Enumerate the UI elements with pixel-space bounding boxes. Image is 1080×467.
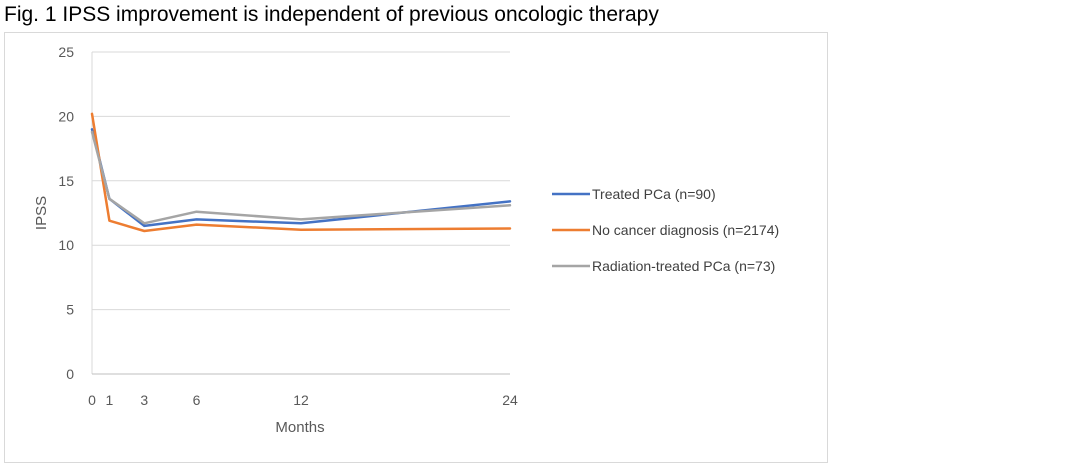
legend-label-2: No cancer diagnosis (n=2174) (592, 222, 779, 238)
series-line-2 (90, 112, 512, 233)
x-tick-label: 24 (502, 392, 518, 408)
y-tick-label: 5 (66, 302, 74, 318)
legend: Treated PCa (n=90) No cancer diagnosis (n… (552, 186, 779, 274)
y-tick-label: 20 (58, 108, 74, 124)
x-tick-label: 3 (140, 392, 148, 408)
legend-label-3: Radiation-treated PCa (n=73) (592, 258, 775, 274)
x-tick-label: 0 (88, 392, 96, 408)
x-tick-label: 6 (193, 392, 201, 408)
chart-frame (4, 32, 828, 463)
figure-title: Fig. 1 IPSS improvement is independent o… (4, 3, 659, 26)
x-tick-label: 12 (293, 392, 309, 408)
gridlines (92, 51, 510, 311)
series-line-3 (90, 130, 512, 225)
y-axis-title: IPSS (33, 196, 50, 230)
y-tick-labels: 0 5 10 15 20 25 (58, 44, 74, 382)
y-tick-label: 15 (58, 173, 74, 189)
series-line-1 (90, 128, 512, 228)
x-axis-title: Months (275, 419, 324, 436)
y-tick-label: 0 (66, 366, 74, 382)
y-tick-label: 10 (58, 237, 74, 253)
axes (91, 52, 510, 375)
series-lines (90, 112, 512, 233)
legend-label-1: Treated PCa (n=90) (592, 186, 716, 202)
y-tick-label: 25 (58, 44, 74, 60)
x-tick-labels: 0 1 3 6 12 24 (88, 392, 518, 408)
x-tick-label: 1 (106, 392, 114, 408)
